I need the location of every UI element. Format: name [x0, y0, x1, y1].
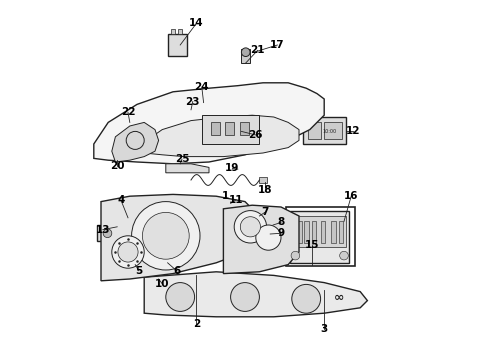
Text: 25: 25 [175, 154, 189, 164]
Text: ∞: ∞ [333, 291, 344, 303]
Text: 17: 17 [270, 40, 285, 50]
Circle shape [340, 251, 348, 260]
Bar [308, 122, 320, 139]
Circle shape [112, 236, 144, 268]
Text: 15: 15 [304, 240, 319, 250]
Circle shape [231, 283, 259, 311]
Text: 18: 18 [258, 185, 272, 195]
Bar [290, 211, 349, 263]
Bar [286, 207, 355, 266]
Text: 12: 12 [346, 126, 360, 136]
Text: 3: 3 [320, 324, 328, 334]
Text: 23: 23 [186, 96, 200, 107]
Bar [324, 122, 342, 139]
Circle shape [103, 229, 112, 238]
Bar [294, 216, 346, 247]
Text: 10: 10 [155, 279, 170, 289]
Bar [259, 177, 267, 183]
Text: 7: 7 [261, 207, 269, 217]
PathPatch shape [112, 122, 159, 162]
Circle shape [166, 283, 195, 311]
Bar [312, 221, 316, 243]
Bar [225, 122, 234, 135]
PathPatch shape [166, 164, 209, 173]
Bar [297, 221, 301, 243]
Bar [331, 221, 336, 243]
Circle shape [143, 212, 189, 259]
Bar [339, 221, 343, 243]
Text: 4: 4 [117, 195, 124, 205]
Circle shape [118, 242, 138, 262]
PathPatch shape [94, 83, 324, 164]
Text: 1: 1 [221, 191, 229, 201]
Circle shape [291, 251, 300, 260]
Bar [168, 34, 187, 56]
Bar [178, 29, 182, 34]
Bar [242, 49, 250, 63]
Text: 11: 11 [229, 195, 243, 205]
Bar [211, 122, 220, 135]
Text: 9: 9 [277, 228, 285, 238]
Text: 26: 26 [248, 130, 263, 140]
PathPatch shape [223, 205, 299, 274]
Text: 10:00: 10:00 [322, 129, 337, 134]
Circle shape [242, 48, 250, 57]
Text: 13: 13 [96, 225, 110, 235]
Text: 5: 5 [135, 266, 143, 276]
PathPatch shape [144, 115, 299, 157]
Circle shape [292, 284, 320, 313]
Bar [171, 29, 175, 34]
Circle shape [240, 217, 261, 237]
Circle shape [256, 225, 281, 250]
Circle shape [234, 211, 267, 243]
PathPatch shape [202, 115, 259, 144]
Circle shape [132, 202, 200, 270]
Bar [98, 225, 117, 241]
Text: 20: 20 [110, 161, 124, 171]
Text: 14: 14 [189, 18, 204, 28]
Text: 21: 21 [250, 45, 265, 55]
Text: 2: 2 [193, 319, 200, 329]
Bar [303, 117, 346, 144]
Text: 22: 22 [121, 107, 135, 117]
Bar [304, 221, 309, 243]
PathPatch shape [144, 272, 368, 317]
Text: 19: 19 [225, 163, 240, 174]
Bar [320, 221, 325, 243]
Text: 6: 6 [173, 266, 180, 276]
Bar [240, 122, 248, 135]
Text: 8: 8 [277, 217, 285, 228]
Text: 16: 16 [344, 191, 359, 201]
PathPatch shape [101, 194, 252, 281]
Text: 24: 24 [195, 82, 209, 92]
